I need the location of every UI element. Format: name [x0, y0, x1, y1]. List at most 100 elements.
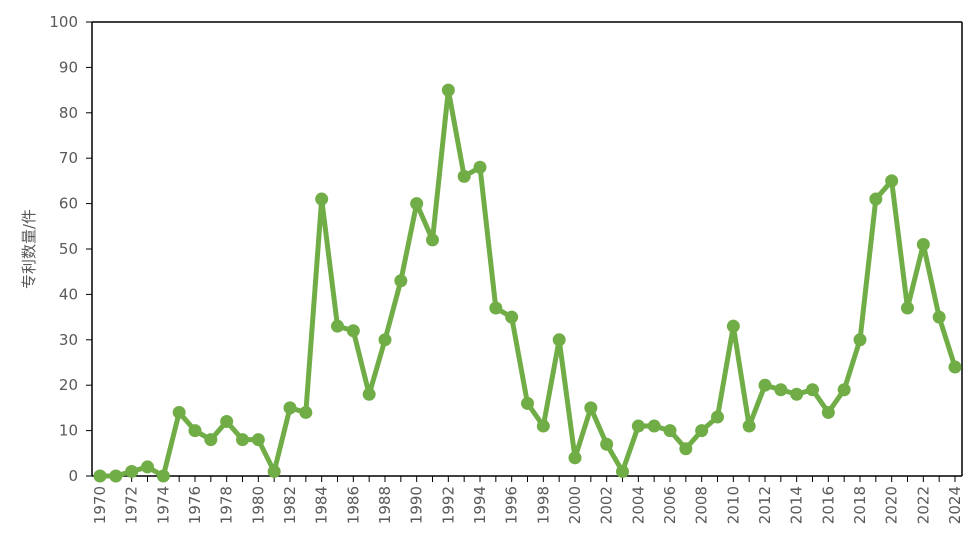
x-tick-label: 1980: [249, 486, 267, 524]
y-tick-label: 10: [59, 422, 78, 440]
data-point: [758, 378, 772, 392]
data-point: [790, 387, 804, 401]
data-point: [695, 424, 709, 438]
x-tick-label: 1998: [534, 486, 552, 524]
data-point: [631, 419, 645, 433]
x-tick-label: 2004: [629, 486, 647, 524]
data-point: [315, 192, 329, 206]
data-point: [188, 424, 202, 438]
data-point: [141, 460, 154, 474]
data-point: [600, 437, 614, 451]
data-point: [220, 415, 234, 429]
x-tick-label: 1976: [186, 486, 204, 524]
data-point: [410, 197, 424, 211]
data-point: [616, 464, 629, 478]
x-tick-label: 1984: [313, 486, 331, 524]
data-point: [251, 433, 265, 447]
x-tick-label: 1970: [91, 486, 109, 524]
x-tick-label: 1988: [376, 486, 394, 524]
data-point: [172, 405, 186, 419]
data-point: [853, 333, 867, 347]
x-tick-label: 2010: [724, 486, 742, 524]
x-tick-label: 1994: [471, 486, 489, 524]
data-point: [346, 324, 360, 338]
data-point: [679, 442, 693, 456]
data-points: [93, 83, 962, 483]
x-tick-label: 2022: [914, 486, 932, 524]
x-tick-label: 2002: [598, 486, 616, 524]
data-point: [726, 319, 740, 333]
y-tick-label: 70: [59, 149, 78, 167]
data-point: [916, 237, 930, 251]
data-point: [584, 401, 598, 415]
x-tick-label: 2006: [661, 486, 679, 524]
y-tick-label: 30: [59, 331, 78, 349]
data-point: [742, 419, 756, 433]
data-point: [283, 401, 297, 415]
data-point: [536, 419, 550, 433]
data-point: [299, 405, 313, 419]
data-point: [774, 383, 788, 397]
data-point: [331, 319, 344, 333]
data-point: [473, 160, 487, 174]
y-tick-label: 90: [59, 58, 78, 76]
data-point: [236, 433, 249, 447]
data-point: [806, 383, 819, 397]
data-point: [457, 169, 471, 183]
x-tick-label: 2008: [693, 486, 711, 524]
y-tick-label: 40: [59, 285, 78, 303]
y-tick-label: 50: [59, 240, 78, 258]
data-point: [426, 233, 439, 247]
data-point: [869, 192, 883, 206]
x-tick-label: 1974: [154, 486, 172, 524]
data-point: [109, 469, 123, 483]
x-tick-label: 1990: [408, 486, 426, 524]
data-point: [647, 419, 661, 433]
y-tick-label: 100: [49, 13, 78, 31]
data-point: [362, 387, 376, 401]
y-axis-title: 专利数量/件: [20, 209, 38, 289]
data-point: [93, 469, 107, 483]
x-tick-label: 1978: [218, 486, 236, 524]
data-point: [711, 410, 724, 424]
x-tick-label: 1972: [123, 486, 141, 524]
x-tick-label: 1982: [281, 486, 299, 524]
x-axis-ticks: 1970 1972 1974 1976 1978 1980 1982 1984 1986 1988…: [91, 476, 964, 524]
data-point: [932, 310, 946, 324]
data-point: [568, 451, 582, 465]
data-point: [441, 83, 455, 97]
y-tick-label: 60: [59, 195, 78, 213]
data-point: [837, 383, 851, 397]
data-point: [156, 469, 170, 483]
x-tick-label: 1986: [344, 486, 362, 524]
data-point: [521, 396, 534, 410]
data-point: [267, 464, 281, 478]
data-point: [821, 405, 835, 419]
data-point: [505, 310, 519, 324]
data-point: [378, 333, 392, 347]
x-tick-label: 2016: [819, 486, 837, 524]
y-tick-label: 20: [59, 376, 78, 394]
data-point: [663, 424, 677, 438]
y-tick-label: 80: [59, 104, 78, 122]
x-tick-label: 1992: [439, 486, 457, 524]
data-point: [125, 464, 139, 478]
x-tick-label: 2014: [788, 486, 806, 524]
data-point: [489, 301, 503, 315]
x-tick-label: 2024: [946, 486, 964, 524]
data-point: [204, 433, 218, 447]
data-point: [948, 360, 962, 374]
data-point: [901, 301, 914, 315]
x-tick-label: 2012: [756, 486, 774, 524]
x-tick-label: 2018: [851, 486, 869, 524]
y-tick-label: 0: [68, 467, 78, 485]
x-tick-label: 1996: [503, 486, 521, 524]
y-axis-ticks: 0 10 20 30 40 50 60 70 80 90 100: [49, 13, 92, 485]
data-point: [394, 274, 408, 288]
data-point: [552, 333, 566, 347]
data-point: [885, 174, 899, 188]
x-tick-label: 2000: [566, 486, 584, 524]
x-tick-label: 2020: [883, 486, 901, 524]
